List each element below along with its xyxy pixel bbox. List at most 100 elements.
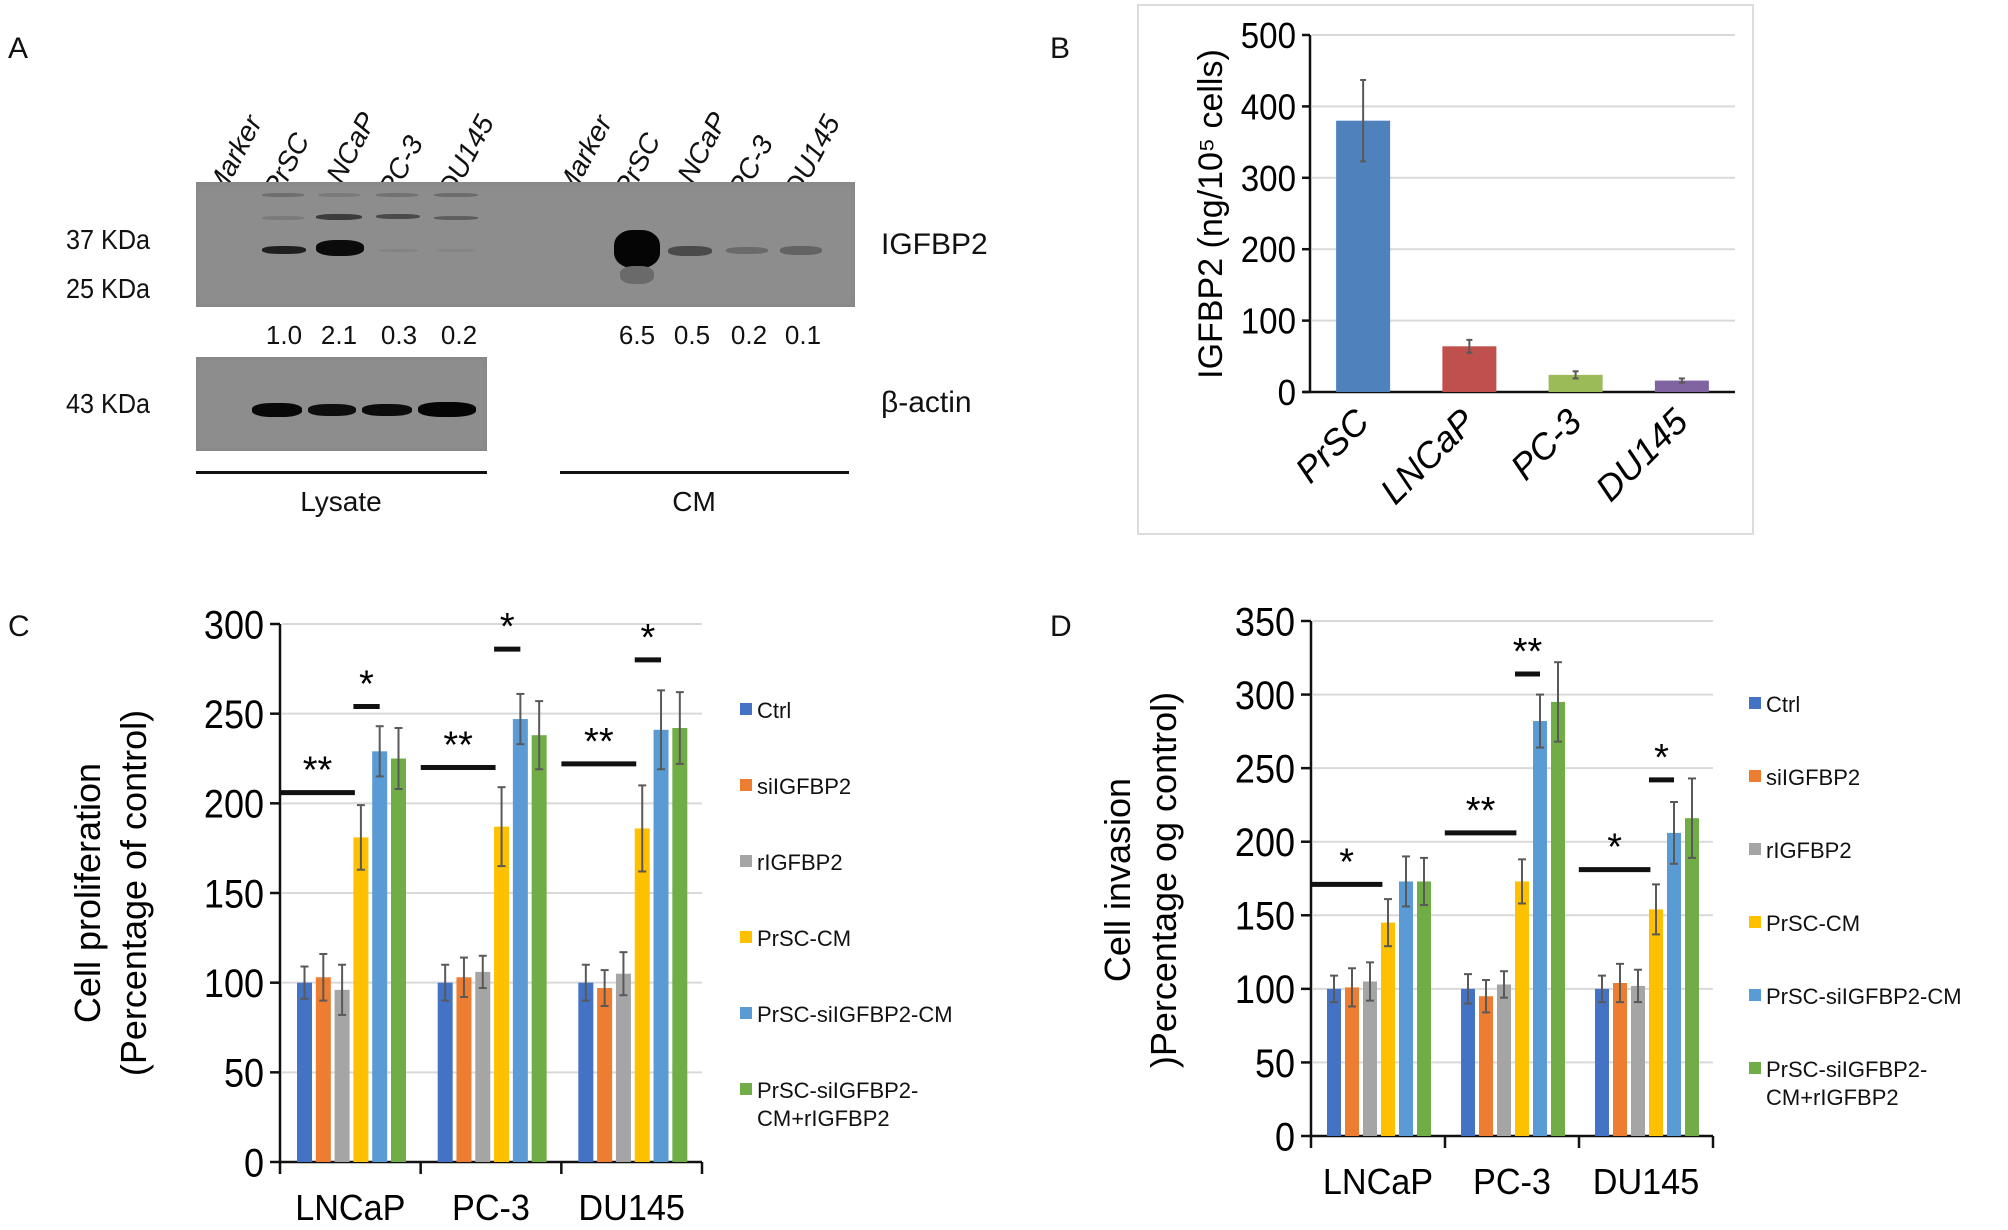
significance-label: ** xyxy=(303,750,333,792)
panel-b-frame xyxy=(1137,4,1754,535)
legend-item: siIGFBP2 xyxy=(740,773,851,801)
significance-label: * xyxy=(1339,841,1354,883)
y-tick-label: 150 xyxy=(1235,895,1295,939)
y-tick-label: 400 xyxy=(1241,88,1296,128)
significance-label: * xyxy=(640,617,655,659)
bar-pc-3-rigfbp2 xyxy=(475,971,491,1162)
lysate-quant-lncap: 2.1 xyxy=(320,320,358,350)
blot-band xyxy=(614,230,660,268)
x-category-label: DU145 xyxy=(1593,1162,1699,1202)
bar-pc-3-siigfbp2 xyxy=(1479,996,1493,1136)
bar-lncap-siigfbp2 xyxy=(315,977,331,1162)
legend-swatch xyxy=(740,703,752,715)
blot-band xyxy=(262,193,304,197)
bar-lncap-rigfbp2 xyxy=(334,989,350,1162)
blot-band xyxy=(316,214,362,220)
legend-label: PrSC-siIGFBP2-CM xyxy=(1766,983,1962,1011)
cm-quant-pc3: 0.2 xyxy=(730,320,768,350)
y-tick-label: 100 xyxy=(1241,302,1296,342)
significance-label: * xyxy=(1607,827,1622,869)
y-tick-label: 0 xyxy=(1275,1116,1295,1160)
legend-item: PrSC-siIGFBP2- CM+rIGFBP2 xyxy=(1749,1056,1927,1112)
y-tick-label: 200 xyxy=(1235,821,1295,865)
cm-quant-lncap: 0.5 xyxy=(673,320,711,350)
blot-band xyxy=(308,404,356,416)
bar-du145-prsc-siigfbp2-cm-rigfbp2 xyxy=(1685,818,1699,1136)
blot-band xyxy=(262,216,304,220)
legend-label-line: CM+rIGFBP2 xyxy=(757,1106,890,1131)
y-axis-title-line: Cell invasion xyxy=(1097,778,1138,982)
legend-label-line: rIGFBP2 xyxy=(757,850,843,875)
legend-label: PrSC-CM xyxy=(757,925,851,953)
igfbp2-label: IGFBP2 xyxy=(881,228,988,261)
x-category-label: LNCaP xyxy=(1323,1162,1433,1202)
legend-swatch xyxy=(740,855,752,867)
legend-label-line: PrSC-siIGFBP2- xyxy=(1766,1057,1928,1082)
actin-blot xyxy=(196,357,487,451)
marker-43kda: 43 KDa xyxy=(66,388,151,419)
legend-swatch xyxy=(740,931,752,943)
legend-label: Ctrl xyxy=(1766,691,1800,719)
y-tick-label: 250 xyxy=(1235,748,1295,792)
legend-item: PrSC-siIGFBP2- CM+rIGFBP2 xyxy=(740,1077,918,1133)
bar-lncap-prsc-cm xyxy=(353,837,369,1162)
marker-25kda: 25 KDa xyxy=(66,273,151,304)
x-category-label: PC-3 xyxy=(452,1188,530,1228)
y-tick-label: 0 xyxy=(1278,374,1296,414)
blot-band xyxy=(362,404,412,416)
y-tick-label: 50 xyxy=(224,1052,264,1096)
legend-item: PrSC-siIGFBP2-CM xyxy=(740,1001,953,1029)
legend-label: PrSC-siIGFBP2- CM+rIGFBP2 xyxy=(757,1077,918,1133)
legend-label-line: siIGFBP2 xyxy=(1766,765,1861,790)
bar-lncap-rigfbp2 xyxy=(1363,981,1377,1136)
bar-du145-prsc-siigfbp2-cm xyxy=(653,729,669,1162)
legend-swatch xyxy=(1749,770,1761,782)
bar-pc-3-siigfbp2 xyxy=(456,977,472,1162)
panel-label-d: D xyxy=(1050,610,1072,643)
y-tick-label: 300 xyxy=(204,604,264,648)
legend-swatch xyxy=(1749,697,1761,709)
bar-du145 xyxy=(1654,380,1709,392)
legend-label: PrSC-siIGFBP2-CM xyxy=(757,1001,953,1029)
bar-lncap-ctrl xyxy=(297,982,312,1162)
significance-label: ** xyxy=(584,721,614,763)
legend-label: rIGFBP2 xyxy=(1766,837,1852,865)
legend-label-line: CM+rIGFBP2 xyxy=(1766,1085,1899,1110)
y-axis-title-line: Cell proliferation xyxy=(67,763,108,1023)
legend-item: PrSC-CM xyxy=(740,925,851,953)
cm-quant-du145: 0.1 xyxy=(784,320,822,350)
legend-label: PrSC-siIGFBP2- CM+rIGFBP2 xyxy=(1766,1056,1927,1112)
panel-label-a: A xyxy=(8,32,29,65)
legend-label-line: PrSC-CM xyxy=(1766,911,1861,936)
legend-label: PrSC-CM xyxy=(1766,910,1860,938)
legend-label-line: PrSC-siIGFBP2- xyxy=(757,1078,919,1103)
legend-swatch xyxy=(740,779,752,791)
bar-pc-3-ctrl xyxy=(437,982,453,1162)
legend-item: rIGFBP2 xyxy=(1749,837,1852,865)
blot-band xyxy=(316,240,364,256)
blot-band xyxy=(318,193,360,197)
panel-label-b: B xyxy=(1050,32,1071,65)
blot-band xyxy=(418,402,476,417)
x-category-label: LNCaP xyxy=(295,1188,405,1228)
y-axis-title-line: (Percentage of control) xyxy=(113,710,154,1076)
legend-label: rIGFBP2 xyxy=(757,849,843,877)
legend-swatch xyxy=(1749,843,1761,855)
legend-label-line: Ctrl xyxy=(757,698,792,723)
marker-37kda: 37 KDa xyxy=(66,224,151,255)
legend-item: rIGFBP2 xyxy=(740,849,843,877)
blot-band xyxy=(252,403,302,417)
bar-du145-prsc-siigfbp2-cm-rigfbp2 xyxy=(672,728,688,1162)
bar-du145-prsc-siigfbp2-cm xyxy=(1667,832,1681,1136)
bar-pc-3-ctrl xyxy=(1461,988,1475,1136)
bar-pc-3-prsc-siigfbp2-cm-rigfbp2 xyxy=(1551,701,1565,1136)
significance-label: ** xyxy=(443,724,473,766)
cm-divider xyxy=(560,471,849,474)
significance-label: * xyxy=(359,663,374,705)
blot-band xyxy=(668,246,712,256)
bar-lncap-prsc-cm xyxy=(1381,922,1395,1136)
bar-du145-rigfbp2 xyxy=(1631,985,1645,1136)
bar-lncap-ctrl xyxy=(1327,988,1341,1136)
y-tick-label: 100 xyxy=(204,962,264,1006)
